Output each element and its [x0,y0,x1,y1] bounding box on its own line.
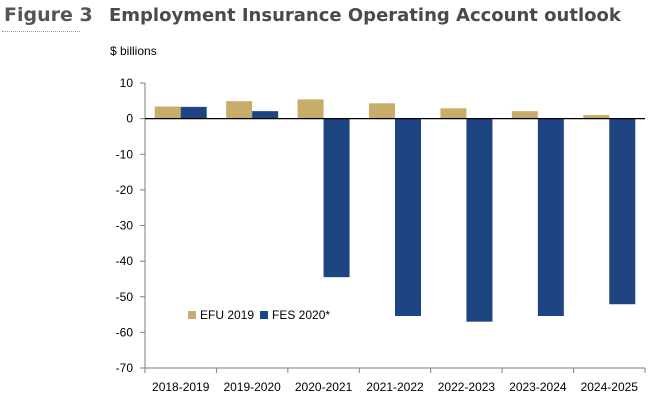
bar-efu-2019-2024-2025 [583,115,610,119]
bar-fes-2020-2020-2021 [323,118,350,278]
y-axis-unit-label: $ billions [110,44,157,58]
y-tick-label: -70 [116,361,134,375]
figure-label: Figure 3 [4,4,93,26]
x-axis: 2018-2019 2019-2020 2020-2021 2021-2022 2022… [144,118,646,394]
figure-label-underline [2,31,80,32]
bar-efu-2019-2021-2022 [369,103,395,119]
chart-title: Employment Insurance Operating Account o… [109,5,621,26]
bar-fes-2020-2024-2025 [609,118,636,305]
bar-fes-2020-2019-2020 [252,111,279,119]
bar-efu-2019-2022-2023 [440,108,467,119]
y-tick-label: -30 [116,219,134,233]
y-tick-label: -40 [116,254,134,268]
legend-label: FES 2020* [272,308,330,322]
y-tick-label: -50 [116,290,134,304]
y-tick-label: -10 [116,147,134,161]
bar-efu-2019-2019-2020 [226,101,253,119]
y-tick-label: -20 [116,183,134,197]
y-tick-label: 0 [126,112,133,126]
bar-efu-2019-2018-2019 [154,106,181,119]
y-tick-label: 10 [120,76,134,90]
x-tick-label: 2018-2019 [152,380,210,394]
y-axis: 10 0 -10 -20 -30 -40 -50 -60 -70 [116,76,146,375]
bar-fes-2020-2023-2024 [537,118,564,316]
x-tick-label: 2023-2024 [509,380,567,394]
x-tick-label: 2024-2025 [581,380,639,394]
x-tick-label: 2020-2021 [295,380,353,394]
x-tick-label: 2022-2023 [438,380,496,394]
legend-swatch [188,311,196,319]
x-tick-label: 2021-2022 [366,380,424,394]
bar-fes-2020-2022-2023 [466,118,493,322]
legend-swatch [260,311,268,319]
bar-fes-2020-2018-2019 [180,106,207,119]
bar-fes-2020-2021-2022 [395,118,421,316]
legend: EFU 2019 FES 2020* [188,308,330,322]
y-tick-label: -60 [116,325,134,339]
x-tick-label: 2019-2020 [223,380,281,394]
bar-efu-2019-2020-2021 [297,99,324,119]
bar-series [154,99,636,322]
bar-efu-2019-2023-2024 [511,111,538,119]
legend-label: EFU 2019 [200,308,254,322]
